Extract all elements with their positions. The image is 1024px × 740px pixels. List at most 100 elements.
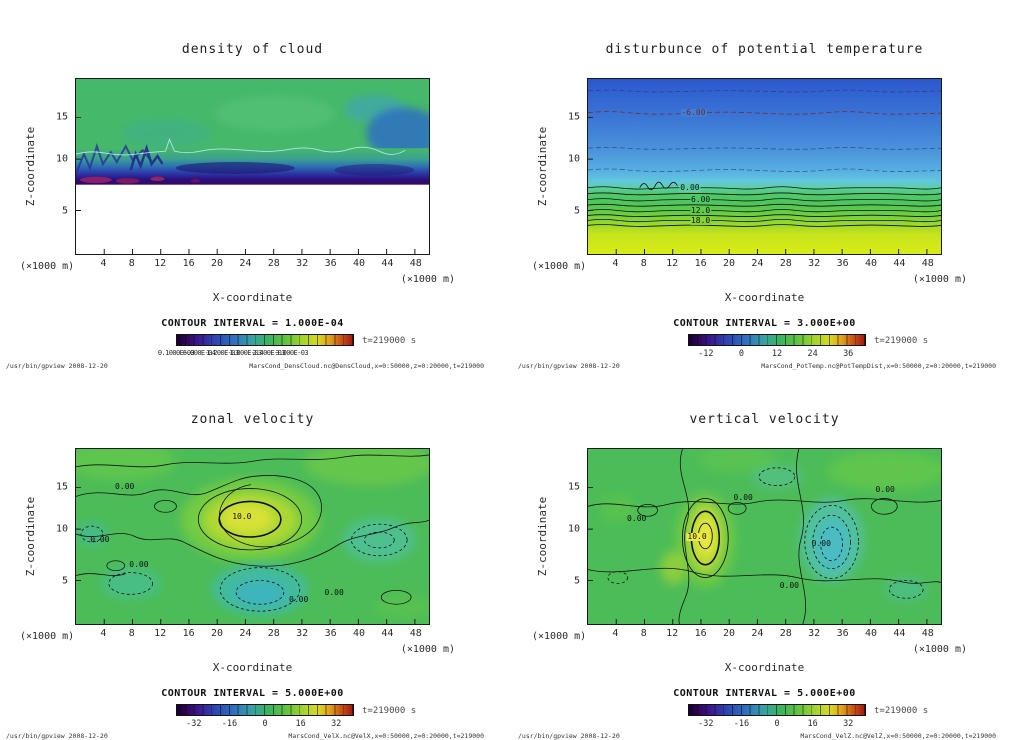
x-tick-label: 48 — [921, 258, 934, 269]
time-label: t=219000 s — [874, 336, 929, 346]
colorbar-labels: -12 0 12 24 36 — [688, 349, 866, 359]
colorbar — [176, 704, 354, 716]
y-tick-label: 5 — [573, 575, 580, 587]
y-axis-ticks: 15 10 5 — [46, 78, 70, 255]
contour-interval-label: CONTOUR INTERVAL = 5.000E+00 — [673, 688, 856, 699]
x-axis-ticks: 4 8 12 16 20 24 28 32 36 40 44 48 — [587, 628, 942, 640]
x-tick-label: 40 — [352, 628, 366, 639]
x-tick-label: 4 — [100, 258, 107, 269]
x-tick-label: 28 — [267, 258, 280, 269]
colorbar-tick-label: 0 — [738, 349, 744, 359]
colorbar-tick-label: 0.1000E-03 — [157, 349, 195, 357]
gpview-command: /usr/bin/gpview 2008-12-20 — [518, 732, 620, 740]
x-tick-label: 48 — [409, 628, 422, 639]
colorbar-tick-label: 1.200E-03 — [206, 349, 239, 357]
gpview-command: /usr/bin/gpview 2008-12-20 — [6, 362, 108, 370]
x-axis-label: X-coordinate — [724, 291, 805, 304]
colorbar-tick-label: 16 — [295, 719, 306, 729]
x-axis-unit: (×1000 m) — [912, 274, 967, 285]
y-tick-label: 10 — [567, 523, 580, 535]
y-tick-label: 5 — [61, 205, 68, 217]
x-tick-label: 16 — [694, 258, 707, 269]
x-tick-label: 20 — [210, 258, 224, 269]
x-tick-label: 16 — [182, 628, 195, 639]
x-tick-label: 44 — [893, 258, 906, 269]
data-source: MarsCond_DensCloud.nc@DensCloud,x=0:5000… — [249, 362, 484, 370]
colorbar-tick-label: 16 — [807, 719, 818, 729]
x-axis-unit: (×1000 m) — [400, 274, 455, 285]
y-axis-label-text: Z-coordinate — [536, 496, 550, 577]
time-label: t=219000 s — [362, 336, 417, 346]
colorbar-tick-label: 12 — [771, 349, 783, 359]
colorbar-labels: -32 -16 0 16 32 — [176, 719, 354, 729]
panel-potential-temperature: disturbunce of potential temperature Z-c… — [512, 0, 1024, 370]
contour-plot-svg — [588, 449, 941, 624]
y-tick-label: 15 — [567, 481, 580, 493]
y-tick-label: 15 — [55, 481, 68, 493]
contour-plot-svg — [76, 79, 429, 254]
y-tick-label: 15 — [55, 111, 68, 123]
y-axis-unit: (×1000 m) — [532, 261, 587, 272]
y-axis-ticks: 15 10 5 — [46, 448, 70, 625]
x-tick-label: 40 — [864, 628, 878, 639]
plot-area — [75, 78, 430, 255]
colorbar-tick-label: 1.800E-03 — [229, 349, 262, 357]
data-source: MarsCond_VelX.nc@VelX,x=0:50000,z=0:2000… — [288, 732, 484, 740]
y-axis-label-text: Z-coordinate — [24, 126, 38, 207]
x-tick-label: 48 — [409, 258, 422, 269]
x-tick-label: 8 — [640, 258, 647, 269]
x-tick-label: 36 — [836, 258, 849, 269]
x-tick-label: 24 — [751, 258, 764, 269]
contour-interval-label: CONTOUR INTERVAL = 5.000E+00 — [161, 688, 344, 699]
x-tick-label: 32 — [296, 628, 309, 639]
x-tick-label: 4 — [612, 628, 619, 639]
colorbar-tick-label: 2.400E-03 — [252, 349, 285, 357]
colorbar-tick-label: -16 — [221, 719, 238, 729]
x-tick-label: 48 — [921, 628, 934, 639]
plot-area — [587, 78, 942, 255]
y-axis-label: Z-coordinate — [24, 448, 38, 625]
contour-interval-label: CONTOUR INTERVAL = 1.000E-04 — [161, 318, 344, 329]
colorbar-labels: -32 -16 0 16 32 — [688, 719, 866, 729]
data-source: MarsCond_VelZ.nc@VelZ,x=0:50000,z=0:2000… — [800, 732, 996, 740]
x-tick-label: 32 — [808, 628, 821, 639]
x-tick-label: 20 — [722, 628, 736, 639]
x-tick-label: 24 — [751, 628, 764, 639]
plot-footer: /usr/bin/gpview 2008-12-20 MarsCond_VelZ… — [518, 732, 996, 740]
y-axis-label-text: Z-coordinate — [24, 496, 38, 577]
x-tick-label: 36 — [324, 258, 337, 269]
plot-area — [75, 448, 430, 625]
y-axis-label-text: Z-coordinate — [536, 126, 550, 207]
x-tick-label: 36 — [836, 628, 849, 639]
x-tick-label: 32 — [296, 258, 309, 269]
x-tick-label: 44 — [893, 628, 906, 639]
colorbar-tick-label: -32 — [186, 719, 202, 729]
x-axis-ticks: 4 8 12 16 20 24 28 32 36 40 44 48 — [75, 628, 430, 640]
colorbar — [688, 704, 866, 716]
y-axis-ticks: 15 10 5 — [558, 78, 582, 255]
x-tick-label: 24 — [239, 628, 252, 639]
x-tick-label: 16 — [694, 628, 707, 639]
plot-footer: /usr/bin/gpview 2008-12-20 MarsCond_Dens… — [6, 362, 484, 370]
x-axis-unit: (×1000 m) — [400, 644, 455, 655]
contour-plot-svg — [588, 79, 941, 254]
x-tick-label: 24 — [239, 258, 252, 269]
x-axis-label: X-coordinate — [212, 291, 293, 304]
x-tick-label: 8 — [128, 628, 135, 639]
colorbar-tick-label: 0 — [262, 719, 268, 729]
colorbar-tick-label: -12 — [698, 349, 714, 359]
colorbar — [176, 334, 354, 346]
x-tick-label: 8 — [640, 628, 647, 639]
x-tick-label: 12 — [666, 628, 679, 639]
x-tick-label: 16 — [182, 258, 195, 269]
x-tick-label: 12 — [154, 258, 167, 269]
x-axis-label: X-coordinate — [724, 661, 805, 674]
x-tick-label: 20 — [210, 628, 224, 639]
x-axis-label: X-coordinate — [212, 661, 293, 674]
colorbar-tick-label: 6.000E-04 — [182, 349, 216, 357]
x-tick-label: 28 — [779, 628, 792, 639]
colorbar-tick-label: 0 — [774, 719, 780, 729]
contour-interval-label: CONTOUR INTERVAL = 3.000E+00 — [673, 318, 856, 329]
plot-area — [587, 448, 942, 625]
